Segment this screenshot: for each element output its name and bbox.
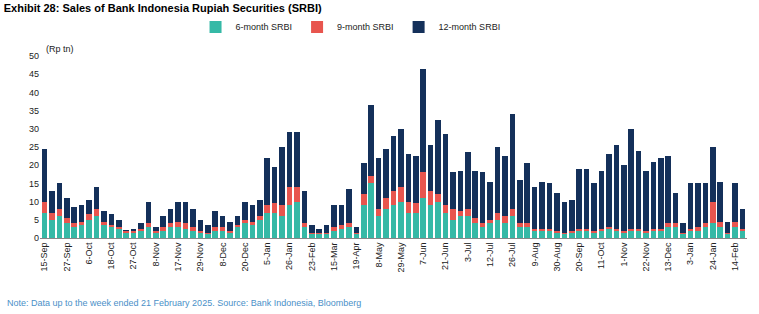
svg-text:20-Dec: 20-Dec — [240, 242, 250, 272]
svg-text:27-Oct: 27-Oct — [128, 242, 138, 270]
svg-text:18-Oct: 18-Oct — [106, 242, 116, 270]
svg-text:23-Feb: 23-Feb — [307, 243, 317, 272]
svg-text:24-Jan: 24-Jan — [708, 243, 718, 271]
svg-text:35: 35 — [29, 106, 39, 116]
svg-text:Exhibit 28: Sales of Bank Indo: Exhibit 28: Sales of Bank Indonesia Rupi… — [4, 2, 322, 14]
svg-text:7-Jun: 7-Jun — [418, 243, 428, 266]
svg-text:13-Dec: 13-Dec — [663, 242, 673, 272]
svg-text:8-Dec: 8-Dec — [218, 242, 228, 267]
svg-text:21-Jun: 21-Jun — [440, 243, 450, 271]
svg-text:50: 50 — [29, 51, 39, 61]
svg-text:40: 40 — [29, 88, 39, 98]
svg-text:20: 20 — [29, 160, 39, 170]
svg-text:(Rp tn): (Rp tn) — [46, 44, 74, 54]
svg-text:14-Feb: 14-Feb — [730, 243, 740, 272]
svg-text:15-Mar: 15-Mar — [329, 243, 339, 272]
svg-text:5-Jan: 5-Jan — [262, 243, 272, 266]
svg-text:6-Oct: 6-Oct — [84, 242, 94, 265]
svg-text:15: 15 — [29, 179, 39, 189]
svg-text:3-Jan: 3-Jan — [685, 243, 695, 266]
svg-text:25: 25 — [29, 142, 39, 152]
svg-text:45: 45 — [29, 69, 39, 79]
svg-text:1-Nov: 1-Nov — [619, 242, 629, 267]
svg-text:3-Jul: 3-Jul — [463, 243, 473, 263]
svg-text:19-Apr: 19-Apr — [351, 243, 361, 270]
svg-text:15-Sep: 15-Sep — [39, 243, 49, 272]
svg-text:0: 0 — [34, 233, 39, 243]
svg-text:30: 30 — [29, 124, 39, 134]
svg-text:10: 10 — [29, 197, 39, 207]
svg-text:6-month SRBI: 6-month SRBI — [236, 22, 293, 32]
svg-text:26-Jul: 26-Jul — [507, 243, 517, 268]
svg-text:Note: Data up to the week ende: Note: Data up to the week ended 21 Febru… — [7, 298, 361, 308]
svg-text:27-Sep: 27-Sep — [62, 243, 72, 272]
svg-text:29-Nov: 29-Nov — [195, 242, 205, 272]
svg-text:12-Jul: 12-Jul — [485, 243, 495, 268]
svg-text:17-Nov: 17-Nov — [173, 242, 183, 272]
svg-text:11-Oct: 11-Oct — [596, 242, 606, 269]
svg-text:8-May: 8-May — [374, 242, 384, 268]
svg-text:12-month SRBI: 12-month SRBI — [439, 22, 501, 32]
svg-text:9-Aug: 9-Aug — [530, 243, 540, 267]
svg-text:20-Sep: 20-Sep — [574, 243, 584, 272]
svg-text:9-month SRBI: 9-month SRBI — [337, 22, 394, 32]
svg-text:22-Nov: 22-Nov — [641, 242, 651, 272]
svg-text:8-Nov: 8-Nov — [151, 242, 161, 267]
svg-text:29-May: 29-May — [396, 242, 406, 273]
svg-text:26-Jan: 26-Jan — [284, 243, 294, 271]
svg-text:30-Aug: 30-Aug — [552, 243, 562, 272]
svg-text:5: 5 — [34, 215, 39, 225]
